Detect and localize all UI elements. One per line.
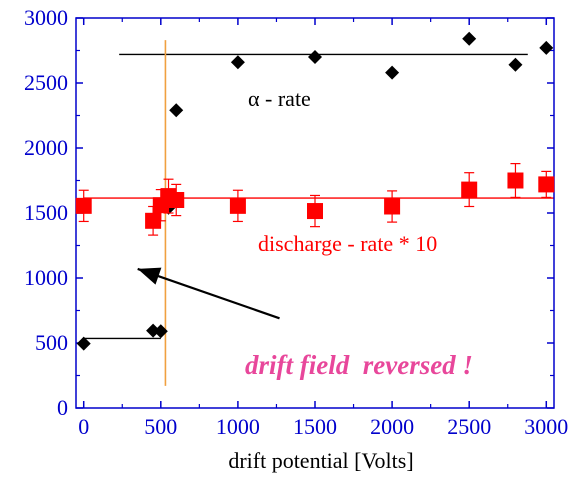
discharge-rate-point [461, 181, 478, 198]
y-tick-label: 0 [57, 395, 68, 420]
alpha-rate-point [508, 57, 523, 72]
alpha-rate-point [385, 65, 400, 80]
alpha-rate-point [76, 336, 91, 351]
y-tick-label: 1500 [24, 200, 68, 225]
y-tick-label: 500 [35, 330, 68, 355]
annotations: α - rate discharge - rate * 10 drift fie… [245, 86, 473, 380]
y-tick-label: 2500 [24, 70, 68, 95]
alpha-rate-point [308, 50, 322, 64]
discharge-rate-point [75, 197, 92, 214]
discharge-rate-point [168, 192, 185, 208]
tick-labels: 0 500 1000 1500 2000 2500 3000 0 500 1000 1500 2000… [24, 5, 568, 439]
y-tick-label: 3000 [24, 5, 68, 30]
pointer-arrow-shaft [137, 267, 280, 320]
x-tick-label: 1000 [216, 414, 260, 439]
alpha-rate-point [230, 55, 245, 70]
discharge-rate-point [384, 198, 401, 215]
x-tick-label: 0 [78, 414, 89, 439]
discharge-rate-point [145, 212, 162, 229]
alpha-rate-point [146, 323, 161, 338]
x-tick-label: 500 [144, 414, 177, 439]
x-tick-label: 3000 [524, 414, 568, 439]
alpha-rate-annotation: α - rate [248, 86, 311, 111]
discharge-rate-annotation: discharge - rate * 10 [258, 231, 437, 256]
alpha-rate-point [462, 31, 477, 46]
discharge-rate-point [307, 203, 323, 220]
drift-field-reversed-annotation: drift field reversed ! [245, 350, 473, 380]
alpha-rate-point [169, 103, 184, 118]
discharge-rate-point [229, 197, 246, 214]
series-markers [75, 31, 555, 351]
discharge-rate-point [538, 176, 555, 193]
y-tick-label: 2000 [24, 135, 68, 160]
x-axis-title: drift potential [Volts] [228, 448, 413, 473]
discharge-rate-point [507, 172, 524, 189]
x-tick-label: 2500 [447, 414, 491, 439]
y-tick-label: 1000 [24, 265, 68, 290]
pointer-arrow-head [137, 267, 162, 285]
x-tick-label: 1500 [293, 414, 337, 439]
x-tick-label: 2000 [370, 414, 414, 439]
alpha-rate-point [153, 324, 168, 339]
alpha-rate-point [539, 40, 554, 55]
